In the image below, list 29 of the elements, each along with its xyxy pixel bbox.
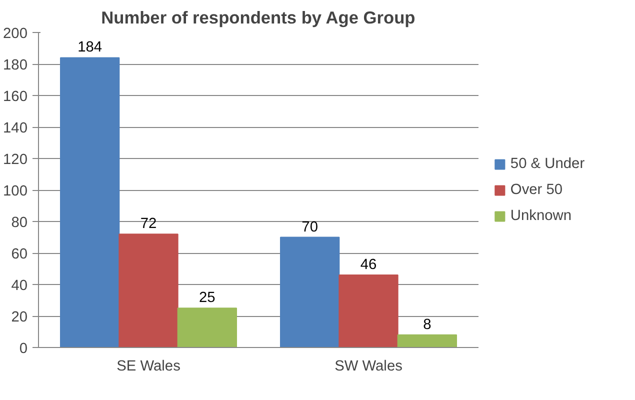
y-tick-label: 200 (3, 26, 28, 42)
data-label: 8 (423, 316, 432, 333)
y-tick-label: 40 (11, 278, 28, 294)
bar (177, 308, 237, 348)
data-label: 72 (140, 216, 157, 232)
y-tick-label: 120 (3, 152, 28, 168)
legend-label: 50 & Under (510, 156, 585, 172)
legend-label: Over 50 (510, 182, 563, 198)
y-tick-label: 160 (3, 89, 28, 105)
x-tick-label: SW Wales (334, 358, 402, 374)
data-label: 25 (199, 290, 216, 306)
bar (60, 57, 120, 348)
y-tick-label: 20 (11, 310, 28, 326)
x-tick-label: SE Wales (116, 358, 180, 374)
chart-title: Number of respondents by Age Group (101, 8, 416, 28)
bar (280, 236, 340, 348)
y-tick-label: 80 (11, 215, 28, 231)
y-tick-label: 0 (19, 341, 28, 357)
data-label: 70 (302, 219, 318, 236)
bar (397, 334, 457, 348)
y-tick-label: 60 (11, 246, 28, 262)
bar (338, 274, 398, 348)
data-label: 184 (78, 40, 102, 56)
bar (118, 234, 178, 348)
data-label: 46 (360, 257, 377, 274)
y-tick-label: 180 (3, 58, 28, 74)
legend-label: Unknown (510, 208, 572, 224)
y-tick-label: 100 (3, 184, 28, 200)
y-tick-label: 140 (3, 120, 28, 136)
